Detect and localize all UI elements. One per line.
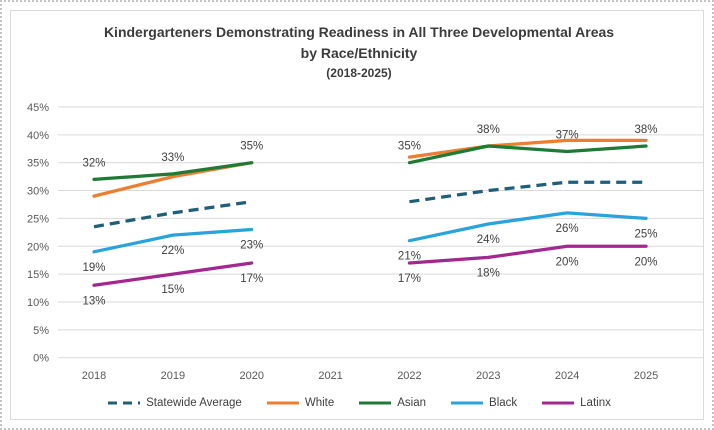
legend-swatch-asian — [359, 401, 392, 405]
data-label-black: 19% — [82, 262, 105, 274]
legend: Statewide Average White Asian Black Latinx — [2, 393, 712, 413]
legend-label-latinx: Latinx — [580, 397, 611, 409]
data-label-asian: 37% — [556, 130, 579, 142]
data-label-black: 24% — [477, 234, 500, 246]
x-tick-label: 2020 — [239, 370, 263, 382]
legend-label-asian: Asian — [397, 397, 427, 409]
data-label-latinx: 15% — [161, 284, 184, 296]
series-line-statewide-average — [93, 200, 252, 229]
series-line-asian — [92, 161, 254, 182]
legend-swatch-white — [266, 401, 299, 405]
chart-title-block: Kindergarteners Demonstrating Readiness … — [2, 22, 712, 83]
y-tick-label: 20% — [27, 241, 49, 253]
data-label-asian: 38% — [635, 124, 658, 136]
y-tick-label: 0% — [33, 353, 49, 365]
legend-label-statewide-average: Statewide Average — [146, 397, 242, 409]
x-tick-label: 2024 — [555, 370, 579, 382]
series-line-white — [92, 161, 254, 198]
data-label-black: 25% — [635, 228, 658, 240]
legend-item-black: Black — [450, 397, 517, 409]
data-label-asian: 35% — [240, 141, 263, 153]
series-line-asian — [407, 144, 648, 165]
legend-swatch-latinx — [542, 401, 575, 405]
data-label-asian: 32% — [82, 157, 105, 169]
series-line-black — [92, 227, 254, 254]
legend-item-latinx: Latinx — [541, 397, 611, 409]
series-line-latinx — [407, 244, 648, 265]
legend-swatch-black — [451, 401, 484, 405]
y-tick-label: 35% — [27, 158, 49, 170]
x-tick-label: 2022 — [397, 370, 421, 382]
legend-item-statewide-average: Statewide Average — [107, 397, 242, 409]
data-label-asian: 33% — [161, 152, 184, 164]
data-label-latinx: 20% — [635, 256, 658, 268]
y-tick-label: 45% — [27, 102, 49, 114]
x-tick-label: 2025 — [634, 370, 658, 382]
y-tick-label: 30% — [27, 186, 49, 198]
y-tick-label: 5% — [33, 325, 49, 337]
data-label-black: 23% — [240, 240, 263, 252]
data-label-black: 26% — [556, 223, 579, 235]
data-label-black: 21% — [398, 251, 421, 263]
data-label-black: 22% — [161, 245, 184, 257]
legend-swatch-statewide-average — [108, 401, 141, 405]
chart-title: Kindergarteners Demonstrating Readiness … — [103, 24, 615, 40]
legend-label-black: Black — [489, 397, 518, 409]
x-tick-label: 2019 — [161, 370, 185, 382]
y-tick-label: 25% — [27, 213, 49, 225]
legend-item-asian: Asian — [358, 397, 426, 409]
data-label-latinx: 17% — [398, 273, 421, 285]
data-label-asian: 35% — [398, 141, 421, 153]
chart-subtitle: by Race/Ethnicity — [300, 45, 418, 61]
y-tick-label: 40% — [27, 130, 49, 142]
y-tick-label: 10% — [27, 297, 49, 309]
data-label-latinx: 17% — [240, 273, 263, 285]
series-line-latinx — [92, 261, 254, 287]
data-label-asian: 38% — [477, 124, 500, 136]
x-tick-label: 2023 — [476, 370, 500, 382]
x-tick-label: 2018 — [82, 370, 106, 382]
data-label-latinx: 13% — [82, 295, 105, 307]
x-tick-label: 2021 — [318, 370, 342, 382]
legend-item-white: White — [266, 397, 334, 409]
series-line-black — [407, 211, 648, 243]
y-tick-label: 15% — [27, 269, 49, 281]
data-label-latinx: 18% — [477, 267, 500, 279]
legend-label-white: White — [304, 397, 335, 409]
chart-period: (2018-2025) — [326, 66, 392, 80]
data-label-latinx: 20% — [556, 256, 579, 268]
series-line-statewide-average — [409, 180, 647, 204]
series-line-white — [407, 138, 648, 159]
